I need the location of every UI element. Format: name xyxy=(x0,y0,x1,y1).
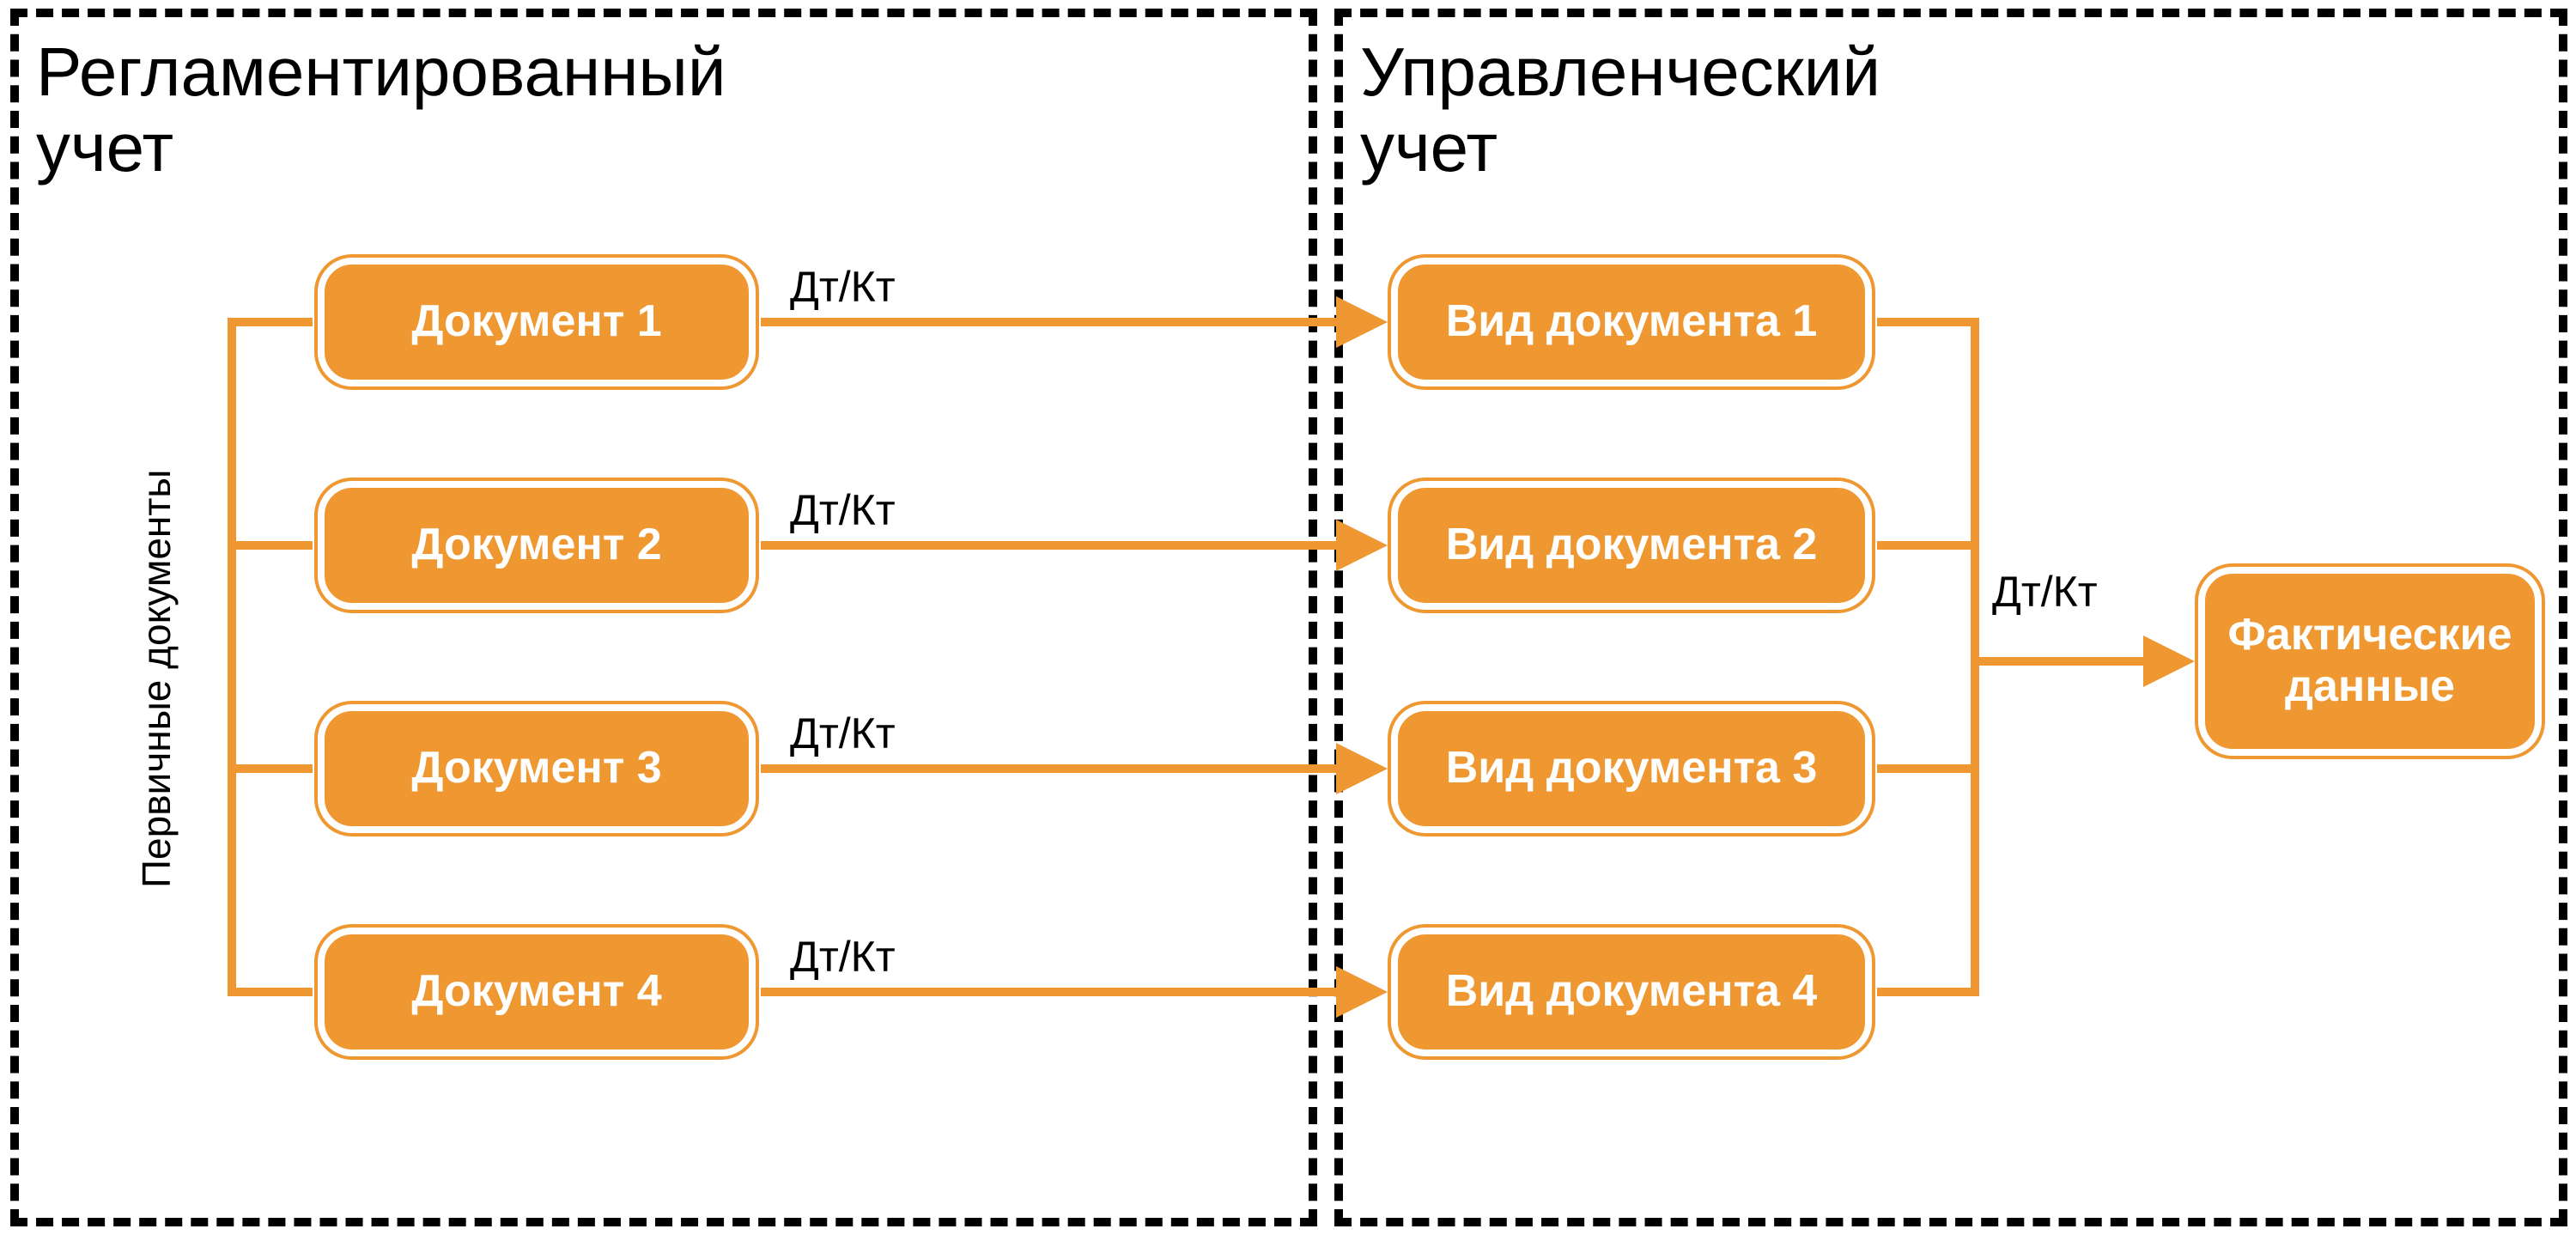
node-label: Вид документа 3 xyxy=(1446,743,1818,794)
node-label: Вид документа 2 xyxy=(1446,520,1818,571)
node-label: Документ 2 xyxy=(411,520,661,571)
node-label: Документ 1 xyxy=(411,296,661,348)
primary-docs-label: Первичные документы xyxy=(133,421,179,936)
node-doctype-3: Вид документа 3 xyxy=(1391,704,1872,833)
node-label: Вид документа 4 xyxy=(1446,966,1818,1018)
node-document-4: Документ 4 xyxy=(318,928,756,1056)
diagram-canvas: Регламентированныйучет Управленческийуче… xyxy=(0,0,2576,1235)
node-doctype-1: Вид документа 1 xyxy=(1391,258,1872,386)
node-actual-data: Фактическиеданные xyxy=(2198,567,2542,756)
edge-label-3: Дт/Кт xyxy=(790,709,896,758)
node-label: Документ 3 xyxy=(411,743,661,794)
panel-regulated-title: Регламентированныйучет xyxy=(36,34,726,186)
node-doctype-4: Вид документа 4 xyxy=(1391,928,1872,1056)
edge-label-right: Дт/Кт xyxy=(1992,567,2098,617)
panel-management-title: Управленческийучет xyxy=(1360,34,1880,186)
node-label: Документ 4 xyxy=(411,966,661,1018)
edge-label-4: Дт/Кт xyxy=(790,932,896,982)
edge-label-1: Дт/Кт xyxy=(790,262,896,312)
node-label: Фактическиеданные xyxy=(2227,610,2512,713)
node-document-3: Документ 3 xyxy=(318,704,756,833)
node-doctype-2: Вид документа 2 xyxy=(1391,481,1872,610)
node-document-1: Документ 1 xyxy=(318,258,756,386)
edge-label-2: Дт/Кт xyxy=(790,485,896,535)
node-document-2: Документ 2 xyxy=(318,481,756,610)
node-label: Вид документа 1 xyxy=(1446,296,1818,348)
